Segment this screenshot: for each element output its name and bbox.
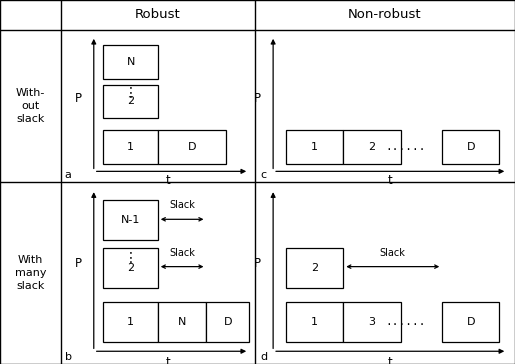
Bar: [286, 302, 344, 342]
Text: 2: 2: [368, 142, 375, 152]
Text: P: P: [75, 92, 82, 105]
Bar: [104, 130, 158, 164]
Bar: [207, 302, 249, 342]
Text: D: D: [467, 142, 475, 152]
Text: 3: 3: [368, 317, 375, 327]
Text: P: P: [75, 257, 82, 270]
Text: N-1: N-1: [121, 215, 141, 225]
Text: P: P: [254, 257, 261, 270]
Bar: [104, 84, 158, 118]
Text: Slack: Slack: [169, 248, 195, 258]
Text: t: t: [165, 356, 170, 364]
Bar: [344, 302, 401, 342]
Text: With-
out
slack: With- out slack: [15, 88, 45, 124]
Text: ......: ......: [386, 317, 426, 327]
Text: D: D: [224, 317, 232, 327]
Text: ⋮: ⋮: [124, 250, 138, 265]
Text: Non-robust: Non-robust: [348, 8, 422, 21]
Bar: [286, 248, 344, 288]
Text: 1: 1: [311, 317, 318, 327]
Text: 1: 1: [127, 142, 134, 152]
Text: 1: 1: [127, 317, 134, 327]
Bar: [104, 45, 158, 79]
Bar: [104, 200, 158, 240]
Text: P: P: [254, 92, 261, 105]
Bar: [344, 130, 401, 164]
Text: 2: 2: [127, 96, 134, 106]
Text: c: c: [260, 170, 266, 181]
Bar: [286, 130, 344, 164]
Text: Robust: Robust: [135, 8, 181, 21]
Text: Slack: Slack: [169, 200, 195, 210]
Text: ......: ......: [386, 142, 426, 152]
Text: d: d: [260, 352, 267, 362]
Text: 1: 1: [311, 142, 318, 152]
Bar: [104, 248, 158, 288]
Text: 2: 2: [311, 262, 318, 273]
Text: D: D: [467, 317, 475, 327]
Text: a: a: [65, 170, 72, 181]
Bar: [442, 302, 500, 342]
Text: N: N: [127, 57, 135, 67]
Bar: [442, 130, 500, 164]
Text: Slack: Slack: [380, 248, 406, 258]
Bar: [158, 130, 226, 164]
Text: t: t: [165, 174, 170, 187]
Text: With
many
slack: With many slack: [14, 255, 46, 291]
Text: 2: 2: [127, 262, 134, 273]
Text: ⋮: ⋮: [124, 86, 138, 100]
Bar: [158, 302, 207, 342]
Bar: [104, 302, 158, 342]
Text: D: D: [187, 142, 196, 152]
Text: N: N: [178, 317, 186, 327]
Text: t: t: [388, 174, 392, 187]
Text: b: b: [65, 352, 72, 362]
Text: t: t: [388, 356, 392, 364]
